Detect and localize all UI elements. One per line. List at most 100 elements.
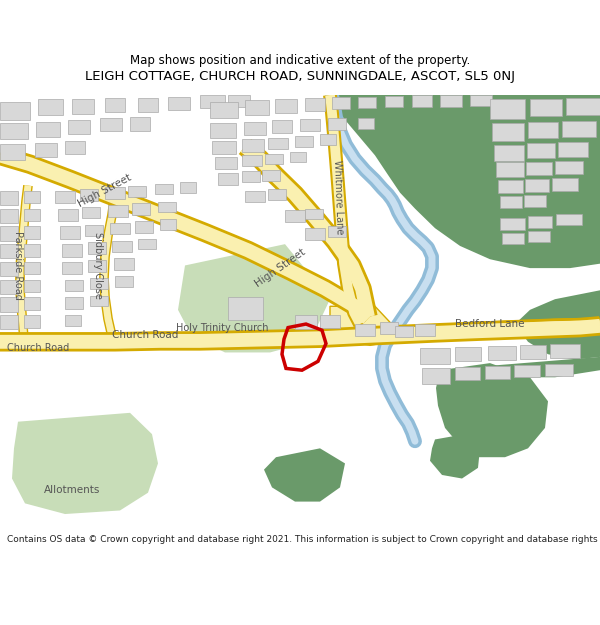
Text: Contains OS data © Crown copyright and database right 2021. This information is : Contains OS data © Crown copyright and d… — [7, 535, 600, 544]
Bar — [88, 260, 106, 272]
Bar — [65, 279, 83, 291]
Bar — [470, 95, 492, 106]
Text: LEIGH COTTAGE, CHURCH ROAD, SUNNINGDALE, ASCOT, SL5 0NJ: LEIGH COTTAGE, CHURCH ROAD, SUNNINGDALE,… — [85, 70, 515, 83]
Bar — [90, 278, 108, 289]
Bar — [130, 118, 150, 131]
Polygon shape — [436, 363, 548, 458]
Bar — [68, 120, 90, 134]
Bar — [212, 141, 236, 154]
Bar — [242, 139, 264, 152]
Bar — [300, 119, 320, 131]
Bar — [0, 144, 25, 160]
Polygon shape — [12, 413, 158, 514]
Bar — [24, 191, 40, 203]
Bar — [0, 298, 18, 312]
Polygon shape — [178, 244, 330, 352]
Bar — [528, 216, 552, 228]
Bar — [180, 182, 196, 192]
Bar — [65, 141, 85, 154]
Text: Whitmore Lane: Whitmore Lane — [332, 160, 344, 234]
Bar — [305, 209, 323, 219]
Bar — [24, 279, 40, 292]
Bar — [268, 138, 288, 149]
Bar — [80, 189, 98, 201]
Bar — [168, 97, 190, 110]
Bar — [320, 134, 336, 145]
Bar — [110, 223, 130, 234]
Bar — [494, 145, 524, 161]
Bar — [262, 171, 280, 181]
Bar — [72, 99, 94, 114]
Bar — [545, 364, 573, 376]
Bar — [525, 179, 549, 192]
Bar — [200, 95, 225, 108]
Bar — [380, 322, 398, 334]
Bar — [555, 161, 583, 174]
Bar — [85, 224, 103, 236]
Bar — [358, 118, 374, 129]
Bar — [422, 368, 450, 384]
Bar — [245, 191, 265, 202]
Bar — [60, 226, 80, 239]
Text: Sidbury Close: Sidbury Close — [93, 232, 103, 299]
Bar — [158, 201, 176, 212]
Bar — [566, 98, 600, 116]
Bar — [0, 262, 18, 276]
Text: High Street: High Street — [77, 173, 133, 209]
Bar — [218, 173, 238, 184]
Bar — [528, 231, 550, 242]
Bar — [242, 171, 260, 182]
Bar — [455, 367, 480, 380]
Bar — [62, 244, 82, 257]
Bar — [105, 188, 125, 199]
Bar — [138, 98, 158, 112]
Bar — [328, 226, 346, 237]
Bar — [155, 184, 173, 194]
Bar — [455, 347, 481, 361]
Bar — [0, 123, 28, 139]
Bar — [520, 346, 546, 359]
Bar — [210, 123, 236, 138]
Text: Church Road: Church Road — [7, 343, 69, 353]
Bar — [492, 123, 524, 141]
Bar — [275, 99, 297, 112]
Bar — [215, 157, 237, 169]
Polygon shape — [330, 306, 395, 346]
Bar — [355, 324, 375, 336]
Bar — [558, 142, 588, 157]
Bar — [502, 232, 524, 244]
Bar — [108, 205, 128, 217]
Polygon shape — [325, 95, 600, 268]
Bar — [35, 143, 57, 157]
Bar — [320, 315, 340, 329]
Bar — [524, 196, 546, 207]
Bar — [24, 209, 40, 221]
Bar — [290, 152, 306, 162]
Bar — [500, 196, 522, 208]
Bar — [38, 99, 63, 116]
Bar — [65, 315, 81, 326]
Bar — [556, 214, 582, 226]
Bar — [0, 279, 18, 294]
Bar — [0, 244, 18, 258]
Polygon shape — [430, 434, 480, 479]
Bar — [295, 136, 313, 148]
Bar — [358, 97, 376, 108]
Bar — [160, 219, 176, 230]
Bar — [552, 179, 578, 191]
Bar — [385, 96, 403, 108]
Bar — [210, 102, 238, 118]
Text: Bedford Lane: Bedford Lane — [455, 319, 525, 329]
Bar — [0, 209, 18, 223]
Text: High Street: High Street — [253, 247, 307, 289]
Bar — [562, 121, 596, 137]
Bar — [440, 95, 462, 106]
Bar — [305, 228, 325, 240]
Bar — [488, 346, 516, 361]
Bar — [490, 99, 525, 119]
Bar — [0, 226, 18, 241]
Text: Map shows position and indicative extent of the property.: Map shows position and indicative extent… — [130, 54, 470, 67]
Bar — [24, 298, 40, 310]
Text: Church Road: Church Road — [112, 330, 178, 340]
Bar — [112, 241, 132, 252]
